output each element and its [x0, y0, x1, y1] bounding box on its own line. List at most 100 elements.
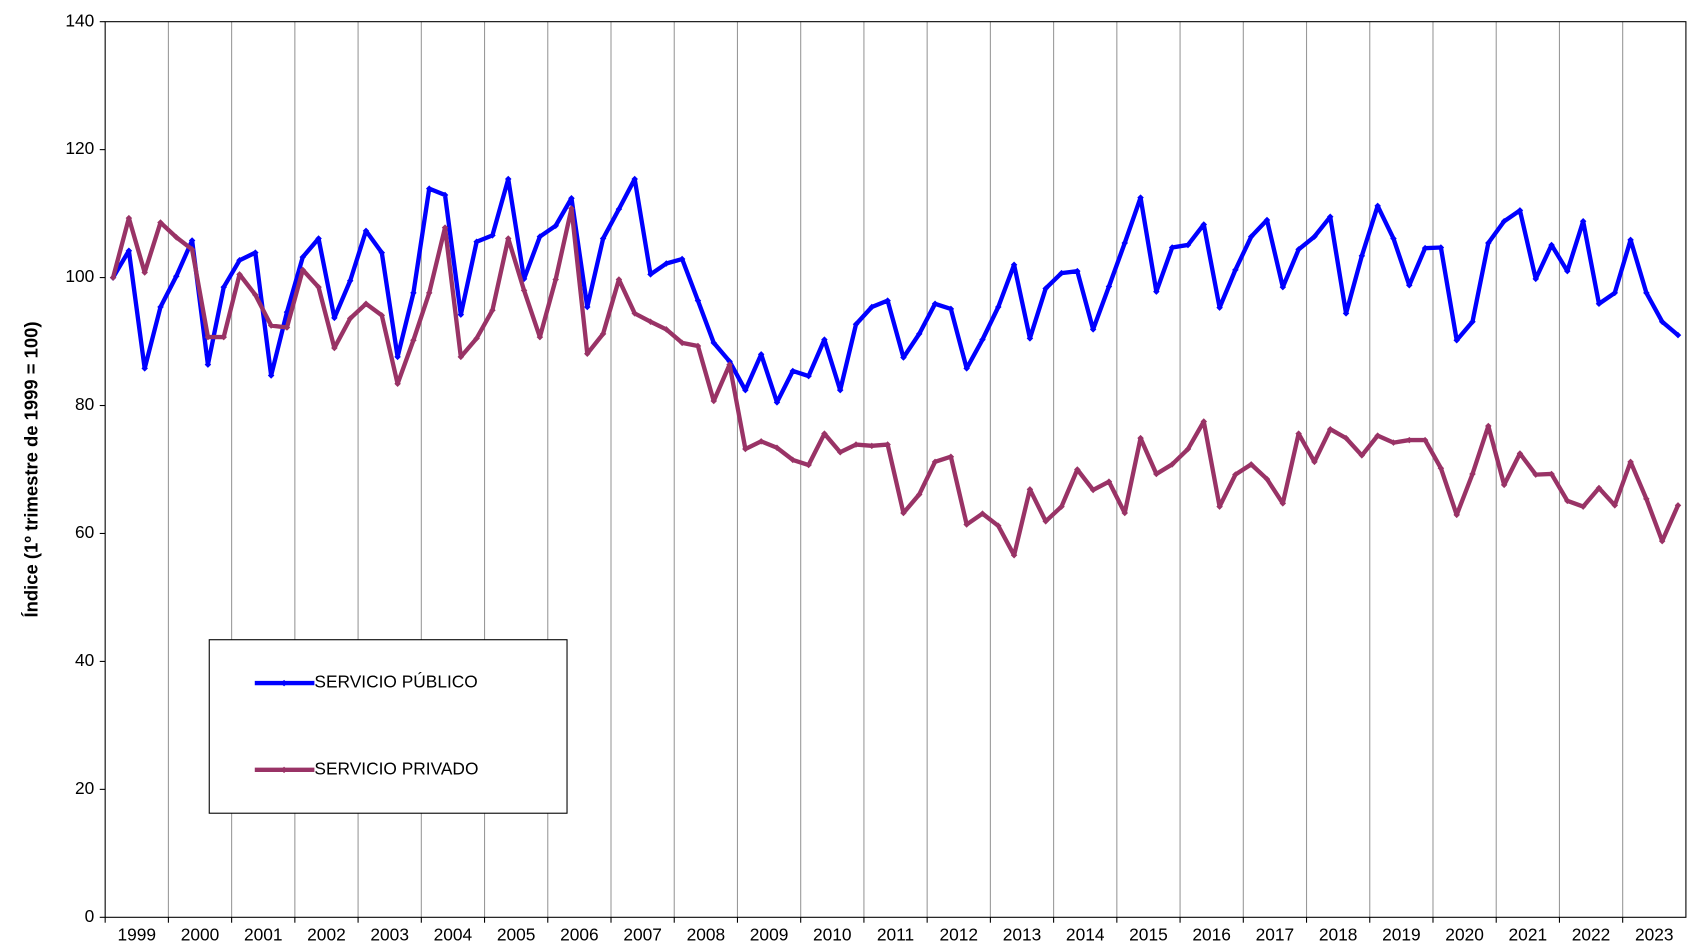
data-point — [1200, 418, 1208, 425]
data-point — [1516, 450, 1524, 457]
data-point — [109, 274, 117, 281]
data-point — [852, 321, 860, 328]
x-tick-label: 2017 — [1256, 924, 1295, 944]
data-point — [252, 249, 259, 256]
data-point — [394, 353, 401, 361]
x-tick-label: 2016 — [1192, 924, 1231, 944]
legend-box — [208, 639, 568, 814]
data-point — [995, 303, 1002, 311]
data-point — [125, 247, 133, 254]
data-point — [1532, 471, 1539, 478]
data-point — [789, 367, 797, 375]
data-point — [757, 438, 765, 445]
data-point — [757, 351, 765, 358]
data-point — [1406, 282, 1413, 289]
x-tick-label: 2022 — [1572, 924, 1611, 944]
data-point — [805, 461, 812, 469]
data-point — [584, 303, 591, 311]
data-point — [1263, 475, 1271, 483]
data-point — [331, 344, 338, 352]
data-point — [1406, 436, 1413, 444]
data-point — [362, 227, 370, 235]
legend-label: SERVICIO PRIVADO — [314, 758, 478, 778]
data-point — [931, 300, 939, 308]
x-tick-label: 2005 — [497, 924, 536, 944]
data-point — [552, 276, 559, 283]
data-point — [868, 442, 876, 450]
data-point — [631, 175, 638, 183]
data-point — [1564, 497, 1571, 505]
data-point — [1279, 283, 1287, 291]
y-tick-label: 100 — [65, 266, 94, 286]
data-point — [267, 322, 275, 329]
data-point — [1010, 551, 1018, 559]
x-tick-label: 2008 — [687, 924, 726, 944]
data-point — [742, 445, 749, 453]
data-point — [1074, 466, 1081, 473]
data-point — [710, 397, 718, 405]
data-point — [836, 448, 844, 456]
data-point — [568, 194, 575, 202]
data-point — [362, 300, 370, 308]
data-point — [141, 365, 148, 372]
data-point — [283, 324, 291, 331]
data-point — [726, 361, 733, 368]
data-point — [505, 175, 512, 183]
data-point — [220, 333, 227, 341]
data-point — [1658, 318, 1666, 325]
data-point — [1263, 216, 1271, 224]
x-tick-label: 2018 — [1319, 924, 1358, 944]
x-tick-label: 2004 — [434, 924, 473, 944]
data-point — [473, 238, 480, 246]
data-point — [1216, 503, 1223, 510]
x-tick-label: 2010 — [813, 924, 852, 944]
data-point — [1216, 304, 1223, 311]
data-point — [473, 335, 480, 342]
data-point — [378, 249, 386, 256]
data-point — [963, 365, 970, 372]
data-point — [410, 289, 417, 297]
y-axis-label: Índice (1º trimestre de 1999 = 100) — [20, 321, 41, 617]
data-point — [615, 276, 623, 283]
data-point — [173, 273, 180, 280]
data-point — [536, 333, 544, 341]
data-point — [1232, 266, 1239, 274]
data-point — [1516, 207, 1524, 214]
data-point — [1532, 275, 1539, 283]
data-point — [157, 219, 164, 226]
data-point — [947, 453, 955, 460]
x-tick-label: 2009 — [750, 924, 789, 944]
data-point — [615, 205, 623, 213]
data-point — [663, 326, 670, 333]
data-point — [441, 224, 449, 231]
data-point — [441, 191, 449, 199]
data-point — [157, 303, 164, 311]
data-point — [884, 441, 891, 448]
legend-label: SERVICIO PÚBLICO — [314, 672, 477, 692]
data-point — [647, 318, 654, 325]
data-point — [331, 314, 338, 322]
data-point — [1247, 233, 1255, 240]
data-point — [1200, 221, 1208, 228]
data-point — [742, 386, 749, 394]
x-tick-label: 2001 — [244, 924, 283, 944]
data-point — [520, 287, 528, 294]
x-tick-label: 2002 — [307, 924, 346, 944]
data-point — [1342, 434, 1350, 442]
x-tick-label: 2012 — [939, 924, 978, 944]
data-point — [599, 330, 607, 338]
data-point — [489, 306, 496, 314]
data-point — [1643, 495, 1650, 503]
x-tick-label: 2019 — [1382, 924, 1421, 944]
data-point — [141, 269, 148, 276]
y-tick-label: 20 — [75, 778, 94, 798]
data-point — [1469, 318, 1476, 325]
data-point — [663, 260, 670, 267]
x-tick-label: 2000 — [181, 924, 220, 944]
data-point — [1453, 511, 1460, 519]
data-point — [694, 297, 702, 304]
data-point — [173, 234, 180, 241]
data-point — [1153, 288, 1160, 295]
data-point — [915, 491, 923, 498]
